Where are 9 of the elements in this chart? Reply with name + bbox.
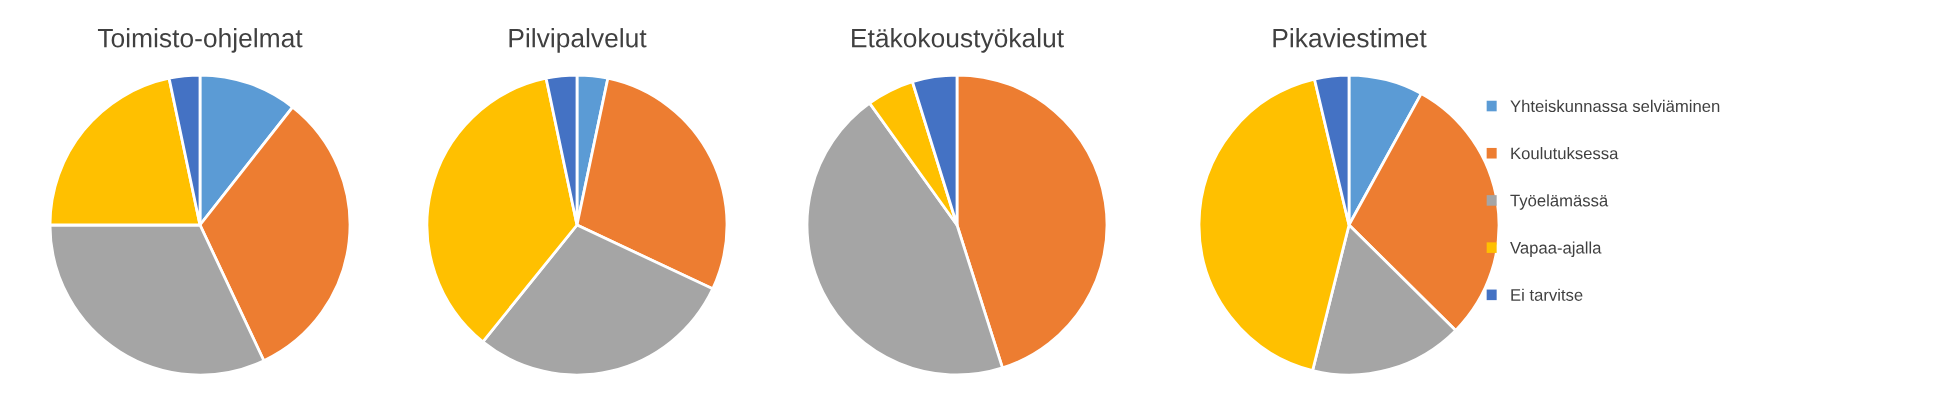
chart-title: Pilvipalvelut bbox=[509, 28, 647, 53]
legend-label: Työelämässä bbox=[1510, 194, 1609, 210]
legend-label: Ei tarvitse bbox=[1511, 288, 1583, 301]
chart-title: Pikaviestimet bbox=[1273, 28, 1427, 48]
legend-label: Koulutuksessa bbox=[1511, 147, 1619, 160]
legend-label: Vapaa-ajalla bbox=[1510, 241, 1602, 257]
legend-label: Yhteiskunnassa selviäminen bbox=[1510, 99, 1720, 113]
chart-title: Etäkokoustyökalut bbox=[852, 28, 1064, 53]
chart-title: Toimisto-ohjelmat bbox=[97, 28, 303, 53]
